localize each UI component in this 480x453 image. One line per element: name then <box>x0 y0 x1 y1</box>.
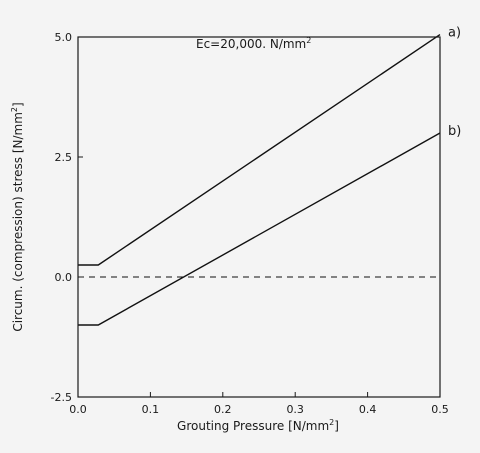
series-line <box>78 132 441 326</box>
tick-layer: 0.0 0.1 0.2 0.3 0.4 0.5-2.50.02.55.0 <box>51 31 449 416</box>
x-tick-label: 0.3 <box>286 403 304 416</box>
y-tick-label: 0.0 <box>55 271 73 284</box>
y-tick-label: -2.5 <box>51 391 72 404</box>
plot-frame <box>77 36 441 398</box>
x-axis-title-text: Grouting Pressure [N/mm <box>177 419 329 433</box>
x-axis-title-superscript: 2 <box>329 418 334 427</box>
series-label: b) <box>448 124 461 139</box>
annotation-text: Ec=20,000. N/mm <box>196 37 306 51</box>
x-tick-label: 0.1 <box>142 403 160 416</box>
y-axis-title-end: ] <box>11 102 25 107</box>
y-tick-label: 2.5 <box>55 151 73 164</box>
x-tick-label: 0.2 <box>214 403 232 416</box>
x-axis-title: Grouting Pressure [N/mm2] <box>177 418 339 433</box>
y-tick-label: 5.0 <box>55 31 73 44</box>
x-tick-label: 0.4 <box>359 403 377 416</box>
x-tick-label: 0.0 <box>69 403 87 416</box>
y-axis-title: Circum. (compression) stress [N/mm2] <box>10 102 25 331</box>
annotation-superscript: 2 <box>306 36 311 45</box>
y-axis-title-text: Circum. (compression) stress [N/mm <box>11 112 25 332</box>
series-line <box>78 34 441 266</box>
annotation-ec: Ec=20,000. N/mm2 <box>196 36 311 51</box>
x-axis-title-end: ] <box>334 419 339 433</box>
y-axis-title-superscript: 2 <box>10 107 19 112</box>
series-layer: a) b) <box>78 26 461 326</box>
x-tick-label: 0.5 <box>431 403 449 416</box>
series-label: a) <box>448 26 461 41</box>
